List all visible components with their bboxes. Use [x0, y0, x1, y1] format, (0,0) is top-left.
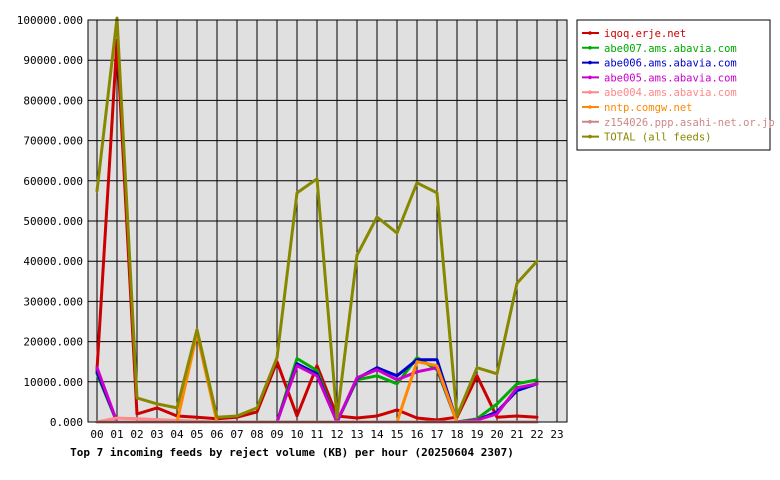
legend-marker	[588, 75, 592, 80]
x-tick-label: 01	[110, 428, 123, 441]
y-tick-label: 30000.000	[23, 295, 83, 308]
legend-marker	[588, 31, 592, 35]
x-tick-label: 22	[530, 428, 543, 441]
y-tick-label: 50000.000	[23, 215, 83, 228]
x-tick-label: 06	[210, 428, 223, 441]
x-tick-label: 14	[370, 428, 384, 441]
x-tick-label: 17	[430, 428, 443, 441]
y-tick-label: 70000.000	[23, 135, 83, 148]
axes: 0.000 10000.000 20000.000 30000.000 40000.00…	[17, 14, 568, 441]
legend-label: nntp.comgw.net	[604, 102, 693, 114]
legend-label: abe007.ams.abavia.com	[604, 43, 737, 55]
legend-marker	[588, 90, 592, 94]
y-tick-label: 80000.000	[23, 94, 83, 107]
y-tick-label: 40000.000	[23, 255, 83, 268]
y-tick-label: 10000.000	[23, 376, 83, 389]
x-tick-label: 21	[510, 428, 523, 441]
plot-border	[87, 19, 568, 423]
legend-label: iqoq.erje.net	[604, 28, 686, 40]
x-tick-label: 02	[130, 428, 143, 441]
x-tick-label: 00	[90, 428, 103, 441]
series-line	[95, 16, 539, 420]
chart-title: Top 7 incoming feeds by reject volume (K…	[70, 446, 514, 459]
legend-label: TOTAL (all feeds)	[604, 132, 711, 144]
x-tick-label: 13	[350, 428, 363, 441]
legend-label: abe004.ams.abavia.com	[604, 87, 737, 99]
legend-marker	[588, 46, 592, 50]
legend-marker	[588, 105, 592, 109]
x-tick-label: 16	[410, 428, 423, 441]
x-tick-label: 19	[470, 428, 483, 441]
legend: iqoq.erje.net abe007.ams.abavia.com abe006…	[576, 19, 775, 151]
y-tick-label: 100000.000	[17, 14, 83, 27]
x-tick-label: 20	[490, 428, 503, 441]
x-tick-label: 04	[170, 428, 184, 441]
y-tick-label: 0.000	[50, 416, 83, 429]
legend-marker	[588, 134, 592, 139]
y-tick-label: 20000.000	[23, 336, 83, 349]
x-tick-label: 23	[550, 428, 563, 441]
x-tick-label: 10	[290, 428, 303, 441]
y-tick-label: 90000.000	[23, 54, 83, 67]
x-tick-label: 09	[270, 428, 283, 441]
x-tick-label: 15	[390, 428, 403, 441]
legend-label: z154026.ppp.asahi-net.or.jp	[604, 117, 775, 129]
legend-label: abe005.ams.abavia.com	[604, 72, 737, 84]
x-tick-label: 05	[190, 428, 203, 441]
x-tick-label: 07	[230, 428, 243, 441]
x-tick-label: 18	[450, 428, 463, 441]
legend-box	[576, 19, 771, 151]
x-tick-label: 12	[330, 428, 343, 441]
legend-label: abe006.ams.abavia.com	[604, 58, 737, 70]
legend-marker	[588, 120, 592, 124]
y-tick-label: 60000.000	[23, 175, 83, 188]
x-tick-label: 03	[150, 428, 163, 441]
x-tick-label: 11	[310, 428, 323, 441]
legend-marker	[588, 60, 592, 65]
x-tick-label: 08	[250, 428, 263, 441]
